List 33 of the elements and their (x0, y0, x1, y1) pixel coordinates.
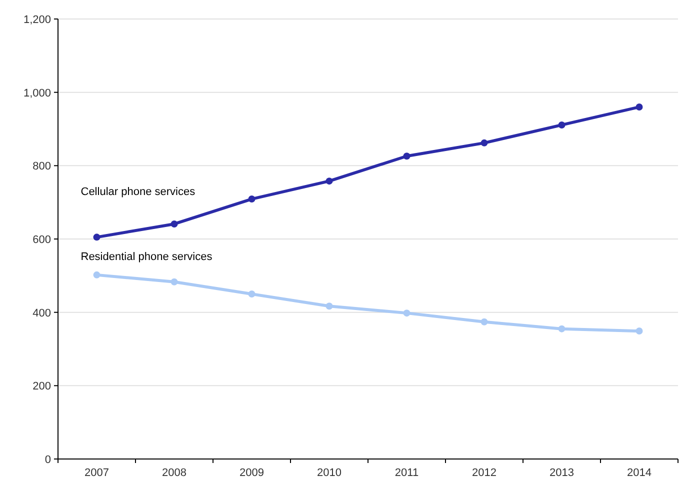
y-tick-label: 1,200 (23, 14, 51, 26)
series-label: Cellular phone services (80, 186, 196, 198)
point (636, 328, 643, 335)
y-tick-label: 1,000 (23, 87, 51, 100)
y-tick-label: 600 (32, 234, 51, 246)
y-tick-label: 400 (32, 307, 51, 320)
point (326, 178, 333, 185)
x-tick-label: 2007 (84, 467, 109, 479)
point (170, 278, 178, 286)
point (636, 104, 643, 110)
y-tick-label: 800 (32, 160, 51, 173)
point (326, 302, 333, 310)
y-tick-label: 0 (44, 454, 51, 466)
point (480, 318, 488, 326)
point (403, 152, 410, 160)
x-tick-label: 2013 (550, 467, 574, 479)
x-tick-label: 2014 (627, 467, 652, 479)
point (403, 310, 410, 317)
point (93, 271, 100, 278)
point (480, 139, 488, 146)
point (558, 325, 566, 332)
point (170, 220, 178, 228)
y-tick-label: 200 (32, 380, 51, 393)
point (558, 121, 566, 128)
series-label: Residential phone services (80, 250, 213, 263)
x-tick-label: 2010 (317, 467, 342, 479)
x-tick-label: 2009 (240, 467, 264, 479)
point (248, 196, 256, 203)
point (93, 234, 100, 241)
x-tick-label: 2011 (394, 467, 419, 479)
point (248, 290, 256, 298)
x-tick-label: 2012 (472, 467, 496, 479)
x-tick-label: 2008 (162, 467, 186, 479)
